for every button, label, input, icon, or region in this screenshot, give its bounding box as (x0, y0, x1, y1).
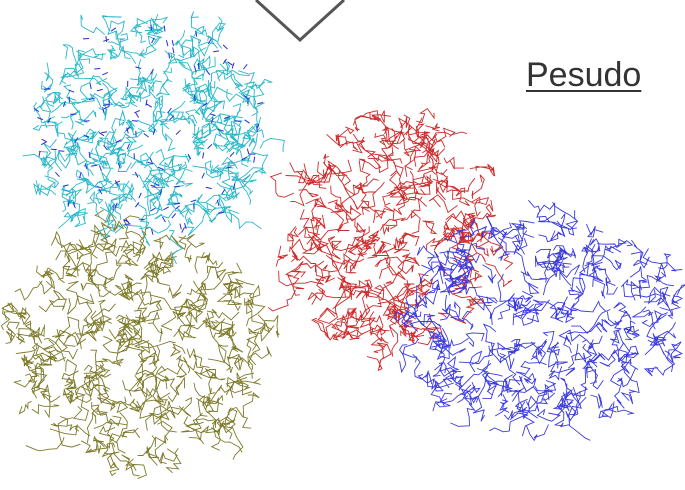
chevron (256, 0, 344, 40)
chain-blue (394, 200, 685, 440)
chain-cyan (23, 12, 285, 265)
chain-red (268, 109, 512, 371)
page: Pesudo (() => { const data = JSON.parse(… (0, 0, 685, 490)
chain-olive (1, 210, 279, 479)
label: Pesudo (526, 56, 641, 95)
